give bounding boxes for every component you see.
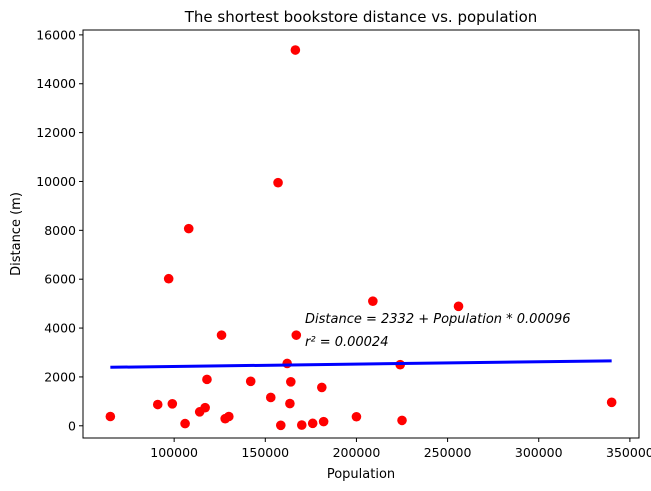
data-point	[286, 377, 296, 387]
data-point	[318, 416, 329, 427]
y-tick-label: 2000	[44, 369, 76, 384]
plot-area-frame	[82, 29, 640, 439]
data-point	[296, 420, 307, 430]
x-tick-label: 200000	[333, 445, 381, 460]
y-axis-label: Distance (m)	[9, 192, 24, 276]
data-point	[105, 411, 116, 422]
data-point	[216, 330, 227, 340]
data-point	[397, 415, 407, 426]
scatter-points	[105, 45, 617, 431]
regression-equation-label: Distance = 2332 + Population * 0.00096	[305, 312, 571, 327]
y-tick-label: 12000	[36, 125, 76, 140]
x-tick-label: 100000	[150, 445, 198, 460]
data-point	[368, 296, 378, 306]
data-point	[290, 45, 301, 55]
y-tick-label: 14000	[36, 76, 76, 91]
x-tick-label: 350000	[606, 445, 651, 460]
x-axis-label: Population	[327, 467, 395, 482]
data-point	[202, 374, 212, 385]
data-point	[275, 420, 286, 431]
y-tick-label: 8000	[44, 223, 76, 238]
y-tick-label: 10000	[36, 174, 76, 189]
data-point	[200, 402, 210, 413]
data-point	[167, 398, 178, 409]
data-point	[291, 330, 302, 340]
y-tick-label: 6000	[44, 272, 76, 287]
data-point	[317, 382, 327, 393]
x-tick-label: 150000	[241, 445, 289, 460]
data-point	[152, 399, 163, 410]
regression-line	[110, 359, 612, 369]
x-axis-ticks: 100000 150000 200000 250000 300000 350000	[150, 438, 651, 460]
data-point	[606, 397, 617, 408]
x-tick-label: 250000	[424, 445, 472, 460]
x-tick-label: 300000	[515, 445, 563, 460]
data-point	[245, 376, 256, 387]
r-squared-label: r² = 0.00024	[305, 335, 388, 350]
y-tick-label: 4000	[44, 321, 76, 336]
data-point	[453, 301, 464, 312]
chart-title: The shortest bookstore distance vs. popu…	[184, 8, 538, 26]
data-point	[285, 398, 295, 409]
y-axis-ticks: 0 2000 4000 6000 8000 10000 12000 14000 16000	[36, 27, 83, 433]
data-point	[307, 418, 318, 429]
y-tick-label: 0	[68, 418, 76, 433]
data-point	[265, 392, 276, 403]
y-tick-label: 16000	[36, 27, 76, 42]
data-point	[183, 223, 194, 234]
data-point	[224, 411, 234, 422]
data-point	[163, 273, 174, 284]
data-point	[273, 177, 283, 188]
data-point	[180, 418, 190, 429]
data-point	[351, 411, 362, 422]
